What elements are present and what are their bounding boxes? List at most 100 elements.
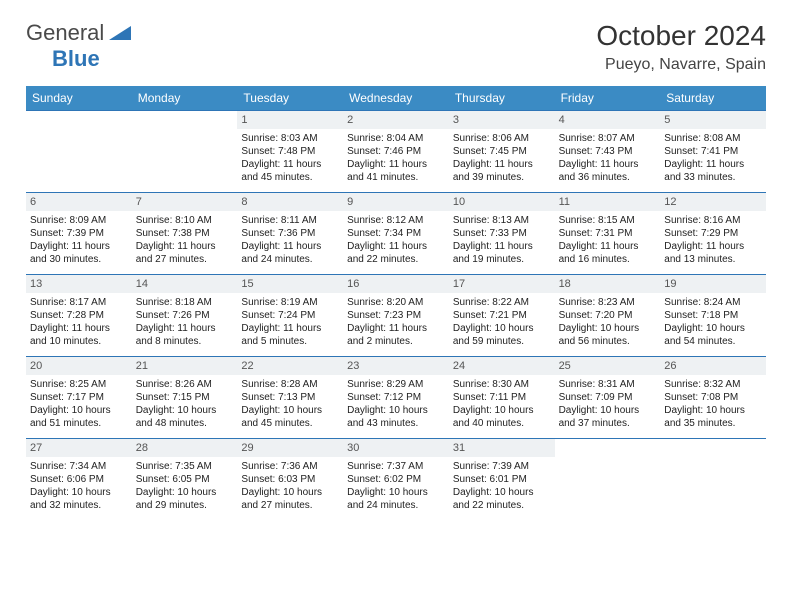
- day-number: 1: [237, 111, 343, 129]
- day-cell: 25Sunrise: 8:31 AMSunset: 7:09 PMDayligh…: [555, 356, 661, 438]
- day-header: Monday: [132, 86, 238, 110]
- sunset-line: Sunset: 6:06 PM: [30, 473, 128, 486]
- day-cell: 23Sunrise: 8:29 AMSunset: 7:12 PMDayligh…: [343, 356, 449, 438]
- sunrise-line: Sunrise: 7:37 AM: [347, 460, 445, 473]
- empty-cell: [660, 438, 766, 520]
- sunrise-line: Sunrise: 8:25 AM: [30, 378, 128, 391]
- sunrise-line: Sunrise: 8:03 AM: [241, 132, 339, 145]
- day-number: 23: [343, 357, 449, 375]
- sunset-line: Sunset: 7:08 PM: [664, 391, 762, 404]
- daylight-line: Daylight: 10 hours and 22 minutes.: [453, 486, 551, 512]
- day-number: 26: [660, 357, 766, 375]
- sunrise-line: Sunrise: 8:12 AM: [347, 214, 445, 227]
- daylight-line: Daylight: 10 hours and 51 minutes.: [30, 404, 128, 430]
- daylight-line: Daylight: 10 hours and 56 minutes.: [559, 322, 657, 348]
- daylight-line: Daylight: 11 hours and 13 minutes.: [664, 240, 762, 266]
- day-header: Saturday: [660, 86, 766, 110]
- daylight-line: Daylight: 11 hours and 39 minutes.: [453, 158, 551, 184]
- day-cell: 7Sunrise: 8:10 AMSunset: 7:38 PMDaylight…: [132, 192, 238, 274]
- day-number: 13: [26, 275, 132, 293]
- daylight-line: Daylight: 11 hours and 22 minutes.: [347, 240, 445, 266]
- daylight-line: Daylight: 11 hours and 33 minutes.: [664, 158, 762, 184]
- day-cell: 4Sunrise: 8:07 AMSunset: 7:43 PMDaylight…: [555, 110, 661, 192]
- day-number: 9: [343, 193, 449, 211]
- daylight-line: Daylight: 11 hours and 2 minutes.: [347, 322, 445, 348]
- daylight-line: Daylight: 11 hours and 10 minutes.: [30, 322, 128, 348]
- day-number: 14: [132, 275, 238, 293]
- day-number: 31: [449, 439, 555, 457]
- sunrise-line: Sunrise: 8:16 AM: [664, 214, 762, 227]
- day-header: Friday: [555, 86, 661, 110]
- day-cell: 15Sunrise: 8:19 AMSunset: 7:24 PMDayligh…: [237, 274, 343, 356]
- sunrise-line: Sunrise: 8:07 AM: [559, 132, 657, 145]
- day-number: 24: [449, 357, 555, 375]
- sunset-line: Sunset: 7:38 PM: [136, 227, 234, 240]
- sunset-line: Sunset: 7:26 PM: [136, 309, 234, 322]
- header-bar: General Blue October 2024 Pueyo, Navarre…: [26, 20, 766, 74]
- sunrise-line: Sunrise: 8:20 AM: [347, 296, 445, 309]
- sunrise-line: Sunrise: 8:29 AM: [347, 378, 445, 391]
- sunset-line: Sunset: 7:46 PM: [347, 145, 445, 158]
- logo-text-wrap: General Blue: [26, 20, 131, 72]
- daylight-line: Daylight: 11 hours and 16 minutes.: [559, 240, 657, 266]
- daylight-line: Daylight: 10 hours and 59 minutes.: [453, 322, 551, 348]
- logo-word1: General: [26, 20, 104, 45]
- day-cell: 2Sunrise: 8:04 AMSunset: 7:46 PMDaylight…: [343, 110, 449, 192]
- sunrise-line: Sunrise: 8:15 AM: [559, 214, 657, 227]
- day-number: 12: [660, 193, 766, 211]
- sunset-line: Sunset: 7:36 PM: [241, 227, 339, 240]
- sunset-line: Sunset: 7:11 PM: [453, 391, 551, 404]
- sunset-line: Sunset: 7:45 PM: [453, 145, 551, 158]
- daylight-line: Daylight: 11 hours and 36 minutes.: [559, 158, 657, 184]
- logo: General Blue: [26, 20, 131, 72]
- empty-cell: [132, 110, 238, 192]
- sunrise-line: Sunrise: 7:34 AM: [30, 460, 128, 473]
- day-cell: 12Sunrise: 8:16 AMSunset: 7:29 PMDayligh…: [660, 192, 766, 274]
- day-cell: 14Sunrise: 8:18 AMSunset: 7:26 PMDayligh…: [132, 274, 238, 356]
- daylight-line: Daylight: 11 hours and 41 minutes.: [347, 158, 445, 184]
- day-cell: 26 Sunrise: 8:32 AMSunset: 7:08 PMDayligh…: [660, 356, 766, 438]
- daylight-line: Daylight: 11 hours and 24 minutes.: [241, 240, 339, 266]
- daylight-line: Daylight: 11 hours and 5 minutes.: [241, 322, 339, 348]
- sunset-line: Sunset: 7:17 PM: [30, 391, 128, 404]
- daylight-line: Daylight: 10 hours and 29 minutes.: [136, 486, 234, 512]
- day-cell: 1Sunrise: 8:03 AMSunset: 7:48 PMDaylight…: [237, 110, 343, 192]
- sunrise-line: Sunrise: 8:08 AM: [664, 132, 762, 145]
- daylight-line: Daylight: 10 hours and 48 minutes.: [136, 404, 234, 430]
- sunset-line: Sunset: 6:01 PM: [453, 473, 551, 486]
- day-number: 27: [26, 439, 132, 457]
- title-block: October 2024 Pueyo, Navarre, Spain: [596, 20, 766, 74]
- logo-word2: Blue: [52, 46, 100, 71]
- sunset-line: Sunset: 7:21 PM: [453, 309, 551, 322]
- sunrise-line: Sunrise: 8:10 AM: [136, 214, 234, 227]
- day-cell: 16Sunrise: 8:20 AMSunset: 7:23 PMDayligh…: [343, 274, 449, 356]
- sunset-line: Sunset: 7:12 PM: [347, 391, 445, 404]
- daylight-line: Daylight: 10 hours and 27 minutes.: [241, 486, 339, 512]
- day-number: 28: [132, 439, 238, 457]
- sunrise-line: Sunrise: 8:22 AM: [453, 296, 551, 309]
- day-number: 8: [237, 193, 343, 211]
- sunrise-line: Sunrise: 8:06 AM: [453, 132, 551, 145]
- sunset-line: Sunset: 7:28 PM: [30, 309, 128, 322]
- sunrise-line: Sunrise: 8:31 AM: [559, 378, 657, 391]
- day-cell: 18Sunrise: 8:23 AMSunset: 7:20 PMDayligh…: [555, 274, 661, 356]
- sunrise-line: Sunrise: 8:32 AM: [664, 378, 762, 391]
- day-number: 22: [237, 357, 343, 375]
- daylight-line: Daylight: 10 hours and 40 minutes.: [453, 404, 551, 430]
- empty-cell: [26, 110, 132, 192]
- day-header: Tuesday: [237, 86, 343, 110]
- daylight-line: Daylight: 10 hours and 24 minutes.: [347, 486, 445, 512]
- month-title: October 2024: [596, 20, 766, 52]
- day-cell: 3Sunrise: 8:06 AMSunset: 7:45 PMDaylight…: [449, 110, 555, 192]
- sunrise-line: Sunrise: 8:19 AM: [241, 296, 339, 309]
- day-cell: 19Sunrise: 8:24 AMSunset: 7:18 PMDayligh…: [660, 274, 766, 356]
- sunrise-line: Sunrise: 8:04 AM: [347, 132, 445, 145]
- day-cell: 29Sunrise: 7:36 AMSunset: 6:03 PMDayligh…: [237, 438, 343, 520]
- day-cell: 6Sunrise: 8:09 AMSunset: 7:39 PMDaylight…: [26, 192, 132, 274]
- sunset-line: Sunset: 7:13 PM: [241, 391, 339, 404]
- day-cell: 13 Sunrise: 8:17 AMSunset: 7:28 PMDayligh…: [26, 274, 132, 356]
- sunrise-line: Sunrise: 8:17 AM: [30, 296, 128, 309]
- sunset-line: Sunset: 7:43 PM: [559, 145, 657, 158]
- daylight-line: Daylight: 10 hours and 35 minutes.: [664, 404, 762, 430]
- daylight-line: Daylight: 10 hours and 32 minutes.: [30, 486, 128, 512]
